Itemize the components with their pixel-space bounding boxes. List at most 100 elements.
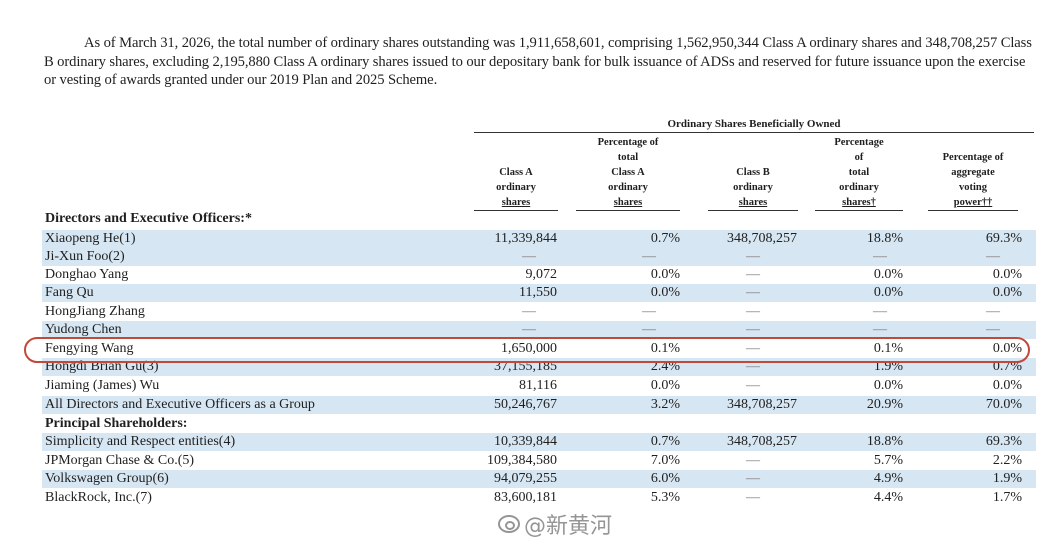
column-header-line: Class A <box>611 167 645 178</box>
row-cell: 4.9% <box>873 471 903 486</box>
row-cell: — <box>746 285 760 300</box>
column-header: Class A ordinary shares <box>474 136 558 211</box>
column-header: Class B ordinary shares <box>708 136 798 211</box>
row-name: JPMorgan Chase & Co.(5) <box>45 453 195 468</box>
row-name: Simplicity and Respect entities(4) <box>45 434 236 449</box>
column-header: Percentage of total Class A ordinary shares <box>576 136 680 211</box>
row-cell: 18.8% <box>866 434 903 449</box>
row-cell: 1,650,000 <box>501 341 557 356</box>
row-name: Fang Qu <box>45 285 94 300</box>
column-header-line: Percentage of <box>942 152 1004 163</box>
table-row: JPMorgan Chase & Co.(5) 109,384,580 7.0% — 5… <box>42 452 1036 470</box>
column-header-line: voting <box>958 182 987 193</box>
row-cell: — <box>873 304 887 319</box>
row-cell: 0.7% <box>650 434 680 449</box>
row-cell: 0.7% <box>650 231 680 246</box>
column-header-line: Percentage of <box>597 137 659 148</box>
row-name: Volkswagen Group(6) <box>45 471 169 486</box>
column-header-line: Percentage <box>834 137 884 148</box>
weibo-logo-icon <box>498 515 520 533</box>
column-header-line: ordinary <box>608 182 648 193</box>
row-name: BlackRock, Inc.(7) <box>45 490 152 505</box>
row-cell: — <box>746 249 760 264</box>
row-cell: 1.7% <box>992 490 1022 505</box>
table-row: Yudong Chen — — — — — <box>42 321 1036 340</box>
row-cell: 348,708,257 <box>727 397 797 412</box>
section-directors: Directors and Executive Officers:* <box>45 211 252 226</box>
row-name: Yudong Chen <box>45 322 122 337</box>
row-name: Jiaming (James) Wu <box>45 378 160 393</box>
row-cell: — <box>746 341 760 356</box>
row-cell: — <box>986 304 1000 319</box>
table-row: Donghao Yang 9,072 0.0% — 0.0% 0.0% <box>42 266 1036 284</box>
column-header: Percentage of total ordinary shares† <box>815 136 903 211</box>
column-header-line: shares <box>738 197 768 208</box>
column-header: Percentage of aggregate voting power†† <box>928 136 1018 211</box>
table-row: BlackRock, Inc.(7) 83,600,181 5.3% — 4.4% 1.7… <box>42 489 1036 507</box>
column-header-line: shares <box>501 197 531 208</box>
column-header-line: aggregate <box>951 167 995 178</box>
column-header-line: ordinary <box>839 182 879 193</box>
row-cell: — <box>873 322 887 337</box>
row-cell: — <box>642 249 656 264</box>
row-cell: 0.1% <box>650 341 680 356</box>
row-name: Fengying Wang <box>45 341 134 356</box>
row-cell: 0.0% <box>992 285 1022 300</box>
table-row: HongJiang Zhang — — — — — <box>42 303 1036 321</box>
table-row: Ji-Xun Foo(2) — — — — — <box>42 248 1036 267</box>
table-row: Xiaopeng He(1) 11,339,844 0.7% 348,708,257 1… <box>42 230 1036 249</box>
row-cell: 5.3% <box>650 490 680 505</box>
row-cell: 83,600,181 <box>494 490 557 505</box>
row-cell: 4.4% <box>873 490 903 505</box>
row-cell: 3.2% <box>650 397 680 412</box>
row-cell: 11,550 <box>519 285 557 300</box>
row-cell: 0.0% <box>650 285 680 300</box>
column-header-line: total <box>848 167 870 178</box>
row-cell: — <box>522 249 536 264</box>
row-cell: — <box>746 490 760 505</box>
table-row: Simplicity and Respect entities(4) 10,339… <box>42 433 1036 452</box>
row-cell: — <box>746 322 760 337</box>
row-cell: 0.0% <box>873 267 903 282</box>
highlight-oval <box>24 337 1030 363</box>
row-name: Donghao Yang <box>45 267 129 282</box>
row-cell: 0.0% <box>650 267 680 282</box>
column-header-line: power†† <box>953 197 993 208</box>
row-cell: 0.0% <box>873 285 903 300</box>
row-cell: 1.9% <box>992 471 1022 486</box>
row-cell: 109,384,580 <box>487 453 557 468</box>
row-cell: — <box>986 322 1000 337</box>
row-cell: 0.0% <box>992 341 1022 356</box>
row-cell: 20.9% <box>866 397 903 412</box>
intro-paragraph: As of March 31, 2026, the total number o… <box>44 35 1032 88</box>
row-cell: 69.3% <box>985 434 1022 449</box>
column-header-line: Class A <box>499 167 533 178</box>
row-cell: 0.0% <box>650 378 680 393</box>
column-header-line: ordinary <box>733 182 773 193</box>
row-cell: — <box>746 453 760 468</box>
row-cell: 18.8% <box>866 231 903 246</box>
row-cell: 5.7% <box>873 453 903 468</box>
row-cell: 7.0% <box>650 453 680 468</box>
row-cell: 9,072 <box>525 267 558 282</box>
row-cell: 0.1% <box>873 341 903 356</box>
row-cell: 6.0% <box>650 471 680 486</box>
row-cell: 50,246,767 <box>494 397 557 412</box>
row-cell: 0.0% <box>992 267 1022 282</box>
row-cell: 69.3% <box>985 231 1022 246</box>
row-cell: — <box>746 304 760 319</box>
row-cell: 70.0% <box>985 397 1022 412</box>
table-row: All Directors and Executive Officers as … <box>42 396 1036 415</box>
row-cell: — <box>746 267 760 282</box>
table-row: Jiaming (James) Wu 81,116 0.0% — 0.0% 0.0% <box>42 377 1036 395</box>
row-cell: 2.2% <box>992 453 1022 468</box>
column-header-line: ordinary <box>496 182 536 193</box>
row-cell: 348,708,257 <box>727 231 797 246</box>
row-cell: — <box>873 249 887 264</box>
column-header-line: Class B <box>736 167 770 178</box>
row-cell: — <box>522 304 536 319</box>
row-cell: — <box>746 471 760 486</box>
row-name: HongJiang Zhang <box>45 304 145 319</box>
table-row: Fang Qu 11,550 0.0% — 0.0% 0.0% <box>42 284 1036 303</box>
row-cell: — <box>522 322 536 337</box>
